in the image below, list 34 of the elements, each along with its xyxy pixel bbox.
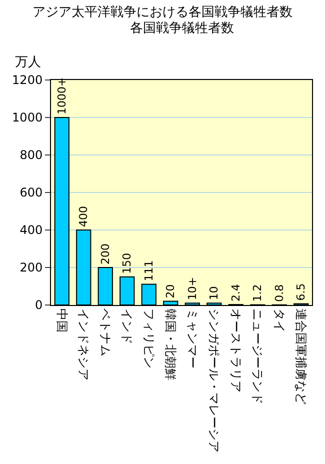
x-tick-label: ベトナム (98, 308, 112, 356)
chart-subtitle: 各国戦争犠牲者数 (130, 21, 234, 36)
data-label: 400 (77, 206, 90, 227)
y-tick-label: 200 (20, 260, 43, 275)
x-tick-label: インドネシア (76, 308, 91, 380)
data-label: 1000+ (55, 77, 68, 114)
y-tick-label: 0 (34, 298, 43, 312)
x-tick-label: タイ (272, 308, 286, 332)
x-tick-label: 連合国軍捕虜など (294, 308, 308, 404)
data-label: 111 (142, 260, 156, 282)
chart-title: アジア太平洋戦争における各国戦争犠牲者数 (32, 5, 292, 20)
data-label: 0.8 (272, 284, 286, 302)
data-label: 20 (164, 284, 178, 298)
y-tick-label: 800 (20, 148, 43, 162)
y-tick-label: 1000 (12, 110, 43, 125)
y-tick-label: 600 (20, 186, 43, 200)
data-label: 10+ (186, 276, 199, 300)
data-label: 10 (208, 286, 221, 300)
y-tick-label: 1200 (12, 73, 43, 88)
x-tick-label: 中国 (54, 308, 69, 332)
x-tick-label: インド (120, 308, 134, 344)
x-tick-label: ミャンマー (185, 308, 200, 368)
x-tick-label: 韓国・北朝鮮 (164, 308, 178, 380)
data-label: 1.2 (251, 284, 264, 302)
data-label: 150 (120, 252, 134, 274)
x-tick-label: オーストラリア (228, 308, 243, 392)
x-tick-label: シンガポール・マレーシア (207, 308, 222, 452)
x-tick-label: フィリピン (142, 308, 156, 368)
y-tick-label: 400 (20, 223, 43, 238)
data-label: 2.4 (229, 284, 242, 302)
data-label: 6.5 (294, 283, 308, 301)
x-tick-label: ニュージーランド (250, 308, 265, 404)
y-axis-title: 万人 (15, 55, 41, 70)
data-label: 200 (98, 244, 112, 264)
